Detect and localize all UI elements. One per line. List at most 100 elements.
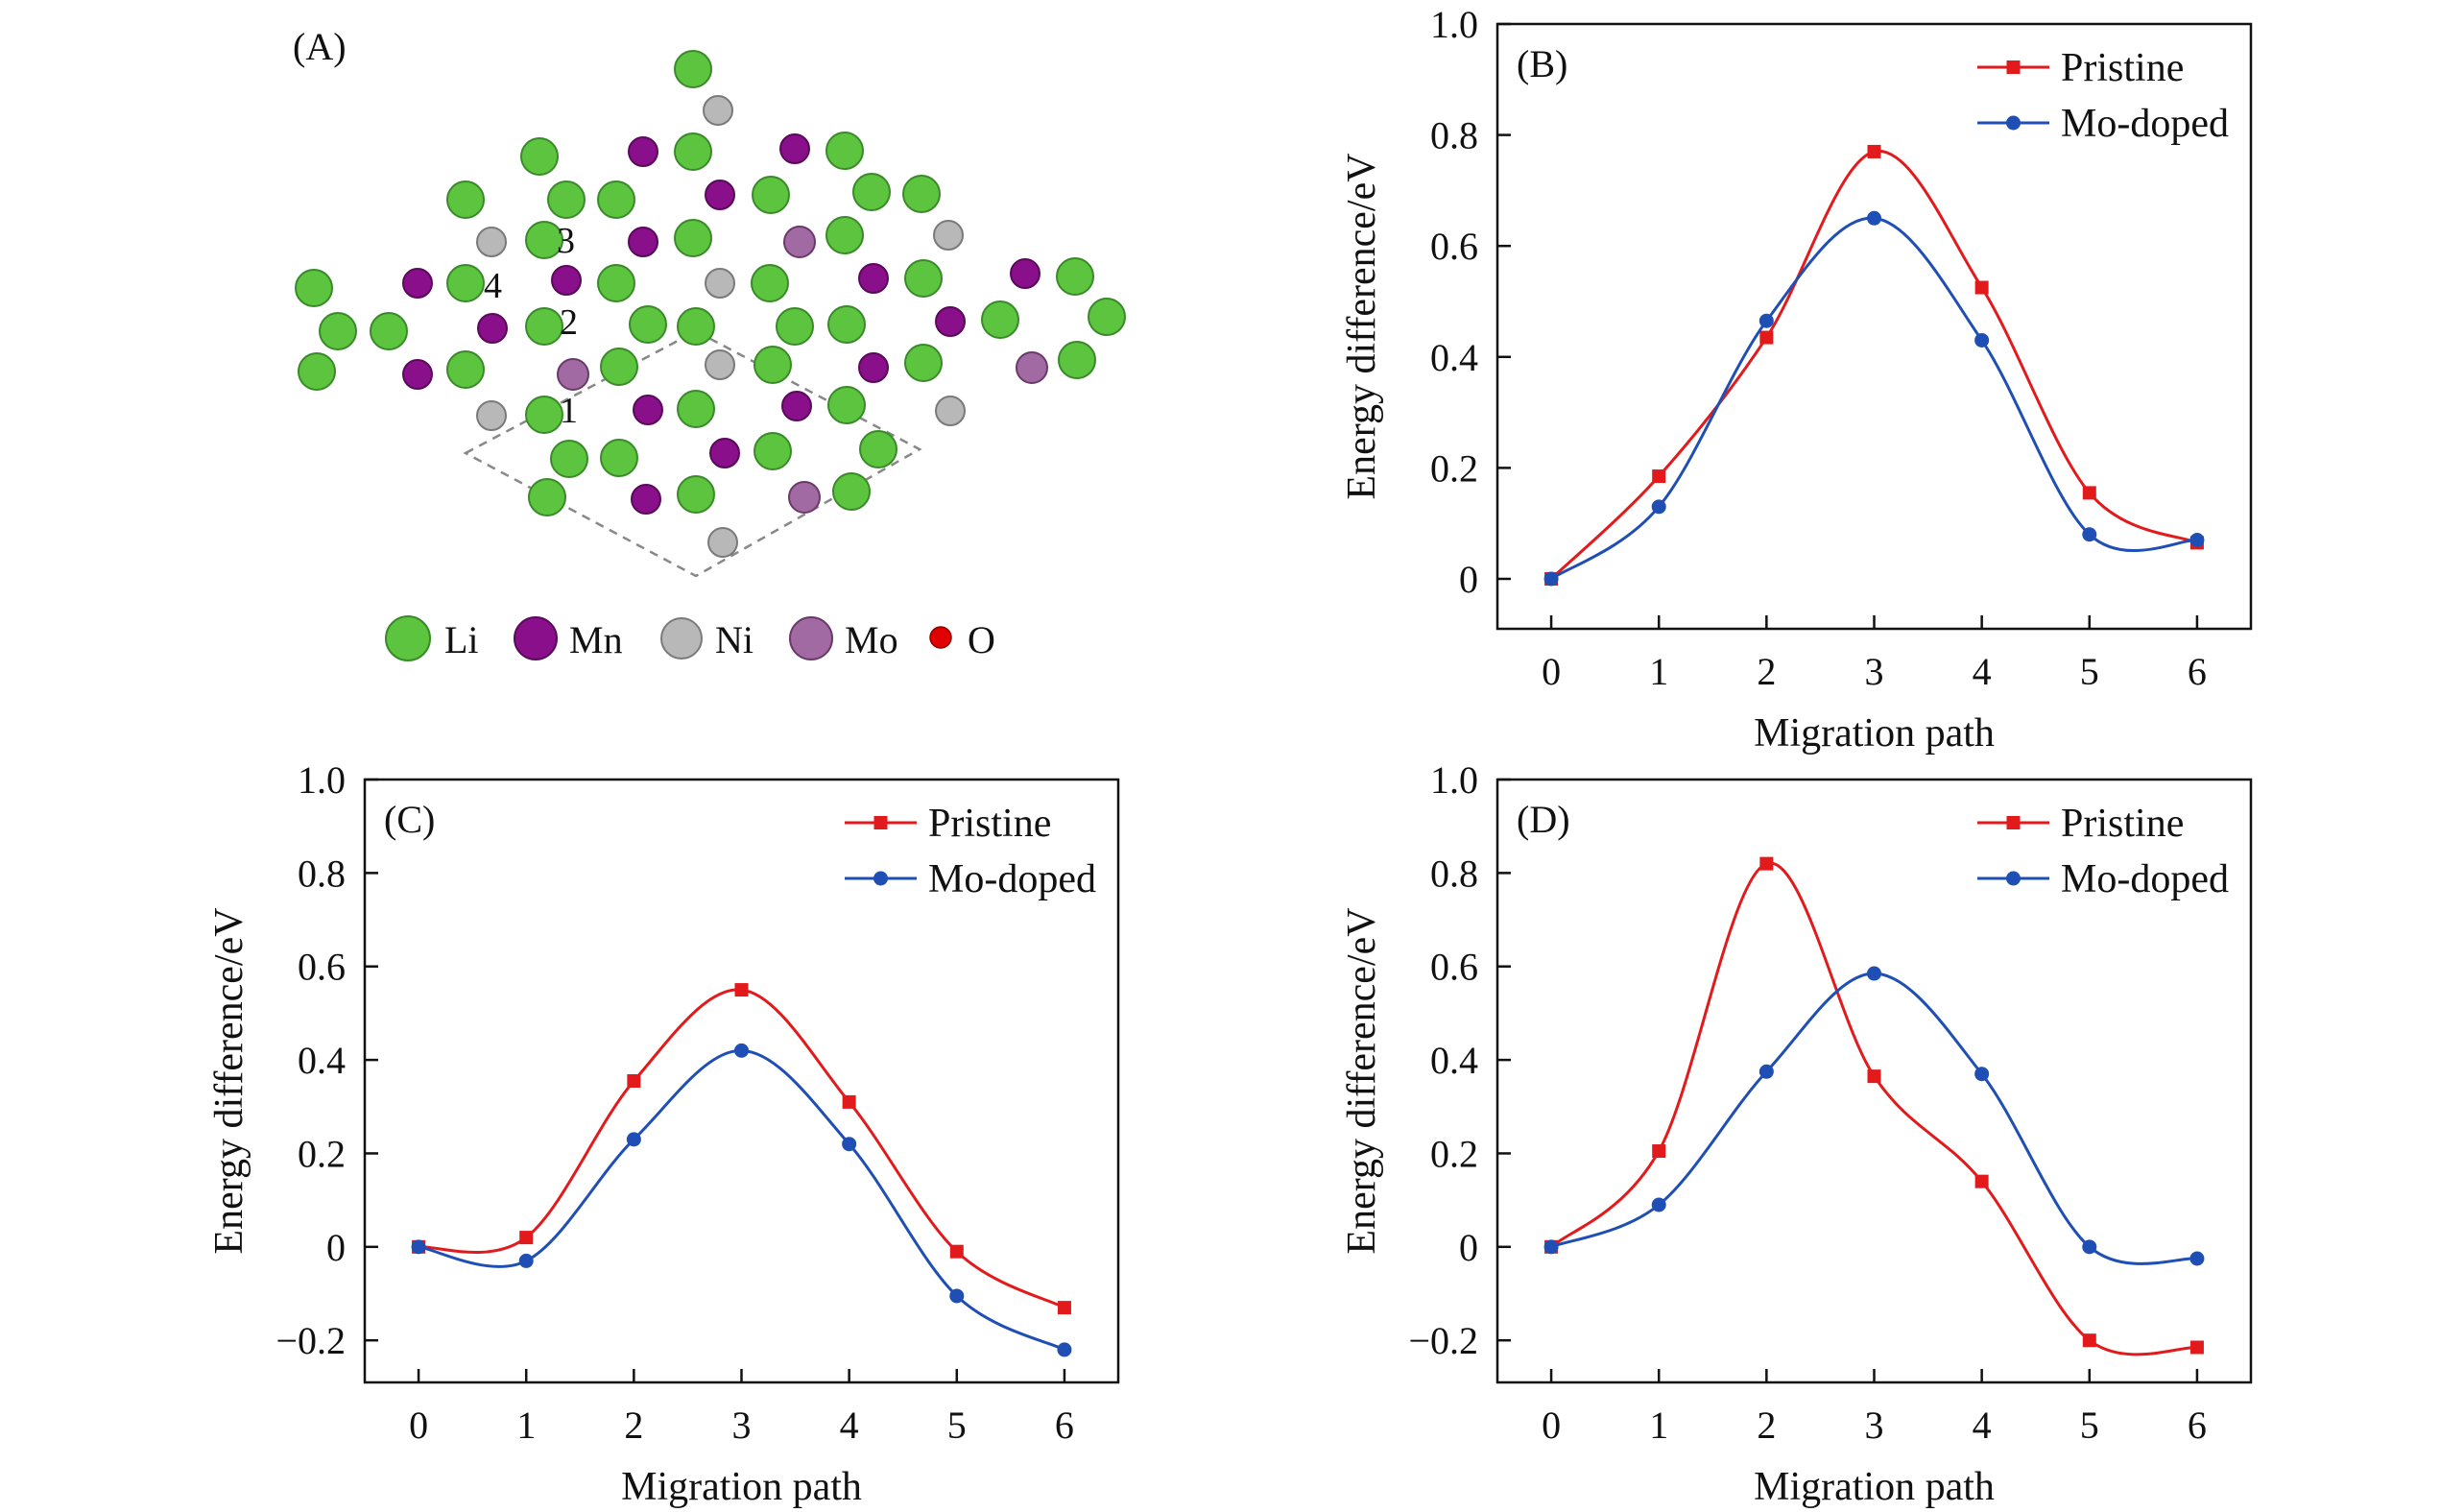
chart-c-point-pristine (949, 1244, 964, 1259)
chart-panel-c: 0 1 2 3 4 5 6 −0.2 0 0.2 0.4 0.6 0.8 1.0 Migration pat… (207, 758, 1120, 1509)
chart-c-legend-label-mo-doped: Mo-doped (928, 857, 1096, 901)
li-atom (1058, 341, 1096, 379)
li-atom (677, 390, 715, 428)
mn-atom (477, 313, 508, 344)
site-label-2: 2 (560, 302, 578, 343)
mo-atom (783, 226, 816, 258)
li-atom (446, 264, 485, 302)
ni-atom (707, 527, 738, 558)
chart-b-point-pristine (2082, 486, 2096, 500)
ni-atom (705, 268, 735, 299)
mn-atom (779, 133, 810, 164)
chart-c-point-pristine (519, 1231, 534, 1245)
li-atom (677, 307, 715, 346)
chart-c-x-tick-label: 4 (840, 1404, 859, 1447)
chart-d-legend-marker-mo-doped (2006, 871, 2021, 886)
chart-d-tag: (D) (1517, 798, 1570, 841)
li-atom (981, 300, 1019, 339)
chart-c-tag: (C) (384, 798, 435, 841)
chart-d-point-pristine (1867, 1069, 1881, 1084)
mo-atom (557, 358, 589, 391)
li-legend-swatch (385, 615, 431, 661)
chart-d-point-pristine (1652, 1144, 1666, 1159)
mn-atom (551, 265, 582, 296)
chart-c-point-pristine (627, 1074, 641, 1088)
atom-cluster (295, 50, 1126, 558)
chart-c-point-mo-doped (734, 1043, 749, 1058)
chart-b-y-tick-label: 0.4 (1430, 336, 1478, 379)
chart-c-point-pristine (734, 983, 749, 997)
li-atom (776, 307, 814, 346)
chart-c-point-mo-doped (842, 1137, 857, 1152)
li-atom (904, 259, 943, 298)
chart-panel-b: 0 1 2 3 4 5 6 0 0.2 0.4 0.6 0.8 1.0 Migration path Ene… (1340, 3, 2253, 756)
chart-d-point-mo-doped (2082, 1239, 2097, 1255)
li-atom (629, 305, 667, 344)
chart-c-point-mo-doped (949, 1288, 965, 1304)
chart-d-point-mo-doped (1867, 966, 1881, 981)
chart-c-x-tick-label: 2 (624, 1404, 643, 1447)
mo-atom (788, 481, 821, 514)
mn-atom (858, 352, 889, 383)
li-atom (520, 137, 559, 176)
mn-atom (633, 395, 663, 425)
chart-c-y-axis-title: Energy difference/eV (207, 907, 251, 1254)
chart-d-point-pristine (1974, 1174, 1989, 1188)
li-atom (525, 396, 563, 434)
unit-cell-outline (463, 329, 922, 578)
chart-d-series-line-pristine (1550, 861, 2198, 1356)
chart-b-x-tick-label: 0 (1542, 650, 1561, 693)
chart-d-point-mo-doped (1543, 1239, 1559, 1255)
chart-b-point-pristine (1974, 280, 1989, 295)
li-atom (547, 180, 586, 219)
li-atom (550, 440, 588, 478)
li-atom (827, 386, 866, 424)
mn-atom (781, 391, 812, 421)
li-atom (859, 430, 897, 468)
ni-atom (705, 349, 735, 380)
ni-legend-swatch (660, 617, 703, 660)
mn-legend-swatch (514, 616, 558, 660)
chart-b-tag: (B) (1517, 42, 1567, 85)
chart-c-x-tick-label: 3 (732, 1404, 752, 1447)
li-atom (677, 475, 715, 514)
chart-d-y-tick-label: −0.2 (1408, 1319, 1478, 1362)
chart-c-x-tick-label: 0 (409, 1404, 428, 1447)
mn-atom (628, 136, 658, 167)
li-atom (600, 439, 638, 477)
mn-atom (402, 268, 433, 299)
chart-d-y-axis-title: Energy difference/eV (1340, 907, 1384, 1254)
chart-c-legend-label-pristine: Pristine (928, 802, 1051, 846)
chart-b-x-axis-title: Migration path (1754, 711, 1995, 756)
chart-b-point-pristine (1759, 330, 1774, 345)
ni-atom (933, 220, 964, 251)
chart-c-y-tick-label: 0 (326, 1226, 346, 1269)
chart-panel-d: 0 1 2 3 4 5 6 −0.2 0 0.2 0.4 0.6 0.8 1.0 Migration pat… (1340, 758, 2253, 1509)
chart-c-point-mo-doped (411, 1239, 426, 1255)
chart-c-x-tick-label: 5 (947, 1404, 967, 1447)
li-atom (754, 346, 792, 384)
chart-c-series-line-pristine (418, 988, 1065, 1309)
chart-b-point-mo-doped (1758, 313, 1774, 328)
chart-c-x-axis-title: Migration path (621, 1465, 862, 1509)
chart-d-y-tick-label: 0.4 (1430, 1039, 1478, 1082)
mn-atom (858, 263, 889, 294)
chart-c-point-mo-doped (1057, 1342, 1072, 1357)
species-legend: Li Mn Ni Mo O (385, 615, 995, 661)
mn-atom (709, 438, 740, 468)
li-atom (904, 344, 943, 382)
chart-c-legend-marker-pristine (873, 816, 888, 829)
chart-d-y-tick-label: 0 (1459, 1226, 1478, 1269)
li-atom (674, 132, 712, 171)
chart-d-y-tick-label: 0.6 (1430, 946, 1478, 989)
chart-c-x-tick-label: 1 (516, 1404, 536, 1447)
chart-c-y-tick-label: 1.0 (298, 758, 346, 802)
site-label-3: 3 (557, 221, 575, 261)
ni-atom (703, 95, 733, 126)
chart-b-y-tick-label: 0.6 (1430, 225, 1478, 268)
chart-b-y-tick-label: 1.0 (1430, 3, 1478, 46)
chart-b-point-mo-doped (2082, 527, 2097, 542)
li-legend-label: Li (444, 618, 479, 661)
chart-b-point-mo-doped (1974, 332, 1990, 348)
